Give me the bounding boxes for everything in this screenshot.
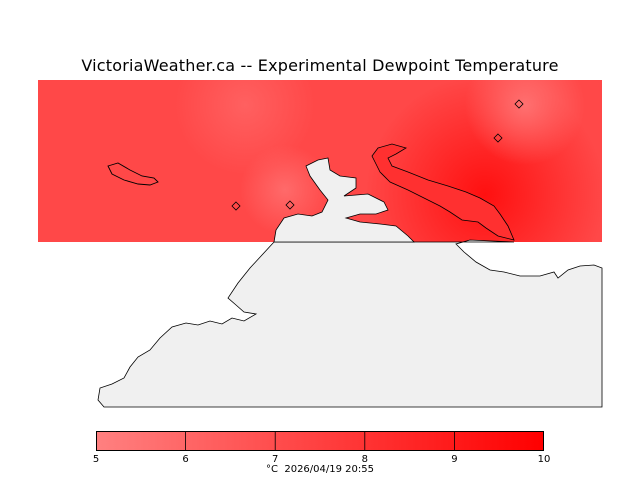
station-markers [231,99,524,211]
station-marker [514,99,524,109]
legend-timestamp: 2026/04/19 20:55 [284,464,374,475]
map-title: VictoriaWeather.ca -- Experimental Dewpo… [81,56,559,75]
station-marker [285,200,295,210]
station-marker [493,133,503,143]
colorbar-tick-label: 9 [451,454,458,465]
legend-caption: °C 2026/04/19 20:55 [0,464,640,475]
colorbar-tick-label: 8 [361,454,368,465]
island [107,162,159,186]
land-mass [97,239,603,408]
colorbar-tick-label: 7 [272,454,279,465]
peninsula-land [273,157,415,243]
colorbar [96,431,544,451]
station-marker [231,201,241,211]
legend-unit: °C [266,464,278,475]
colorbar-tick-label: 5 [92,454,100,465]
colorbar-tick-label: 6 [182,454,189,465]
colorbar-tick-label: 10 [537,454,551,465]
inlet-land [371,143,515,241]
